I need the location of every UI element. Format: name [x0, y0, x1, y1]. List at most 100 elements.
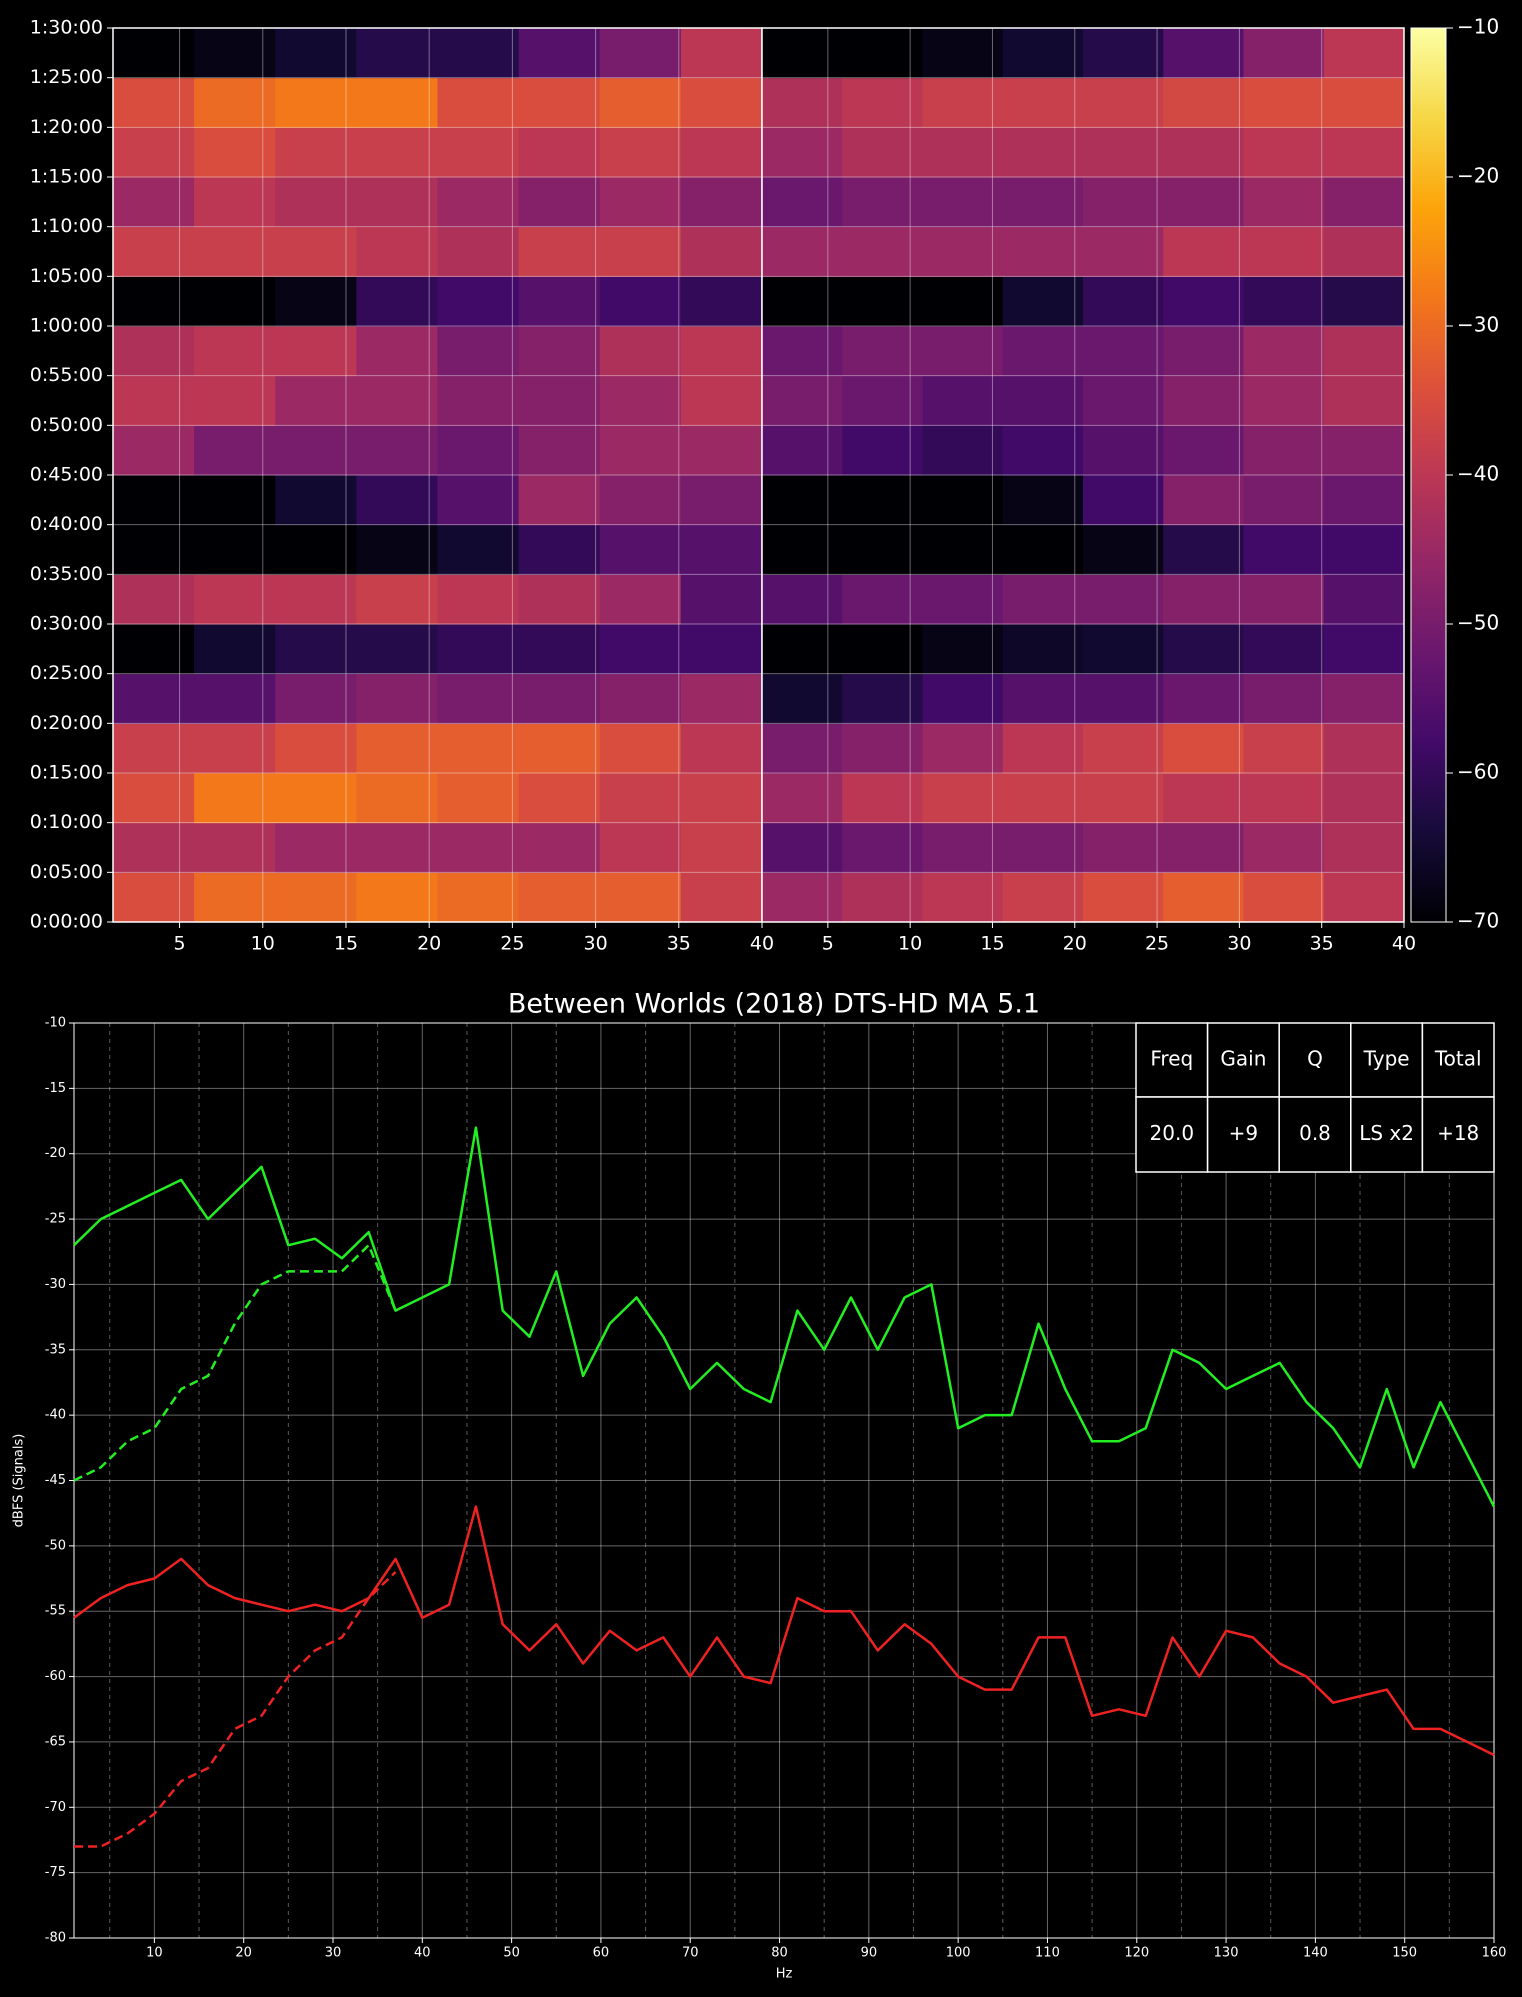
x-tick-label: 60	[593, 1946, 610, 1961]
y-tick-label: -75	[45, 1865, 66, 1880]
heatmap-cell	[762, 77, 843, 128]
x-tick-label: 40	[1392, 933, 1416, 955]
heatmap-cell	[1002, 673, 1084, 724]
heatmap-cell	[518, 425, 601, 476]
x-tick-label: 30	[325, 1946, 342, 1961]
heatmap-cell	[1002, 375, 1084, 426]
x-tick-label: 70	[682, 1946, 699, 1961]
heatmap-cell	[922, 524, 1004, 575]
heatmap-cell	[1083, 524, 1164, 575]
heatmap-cell	[1002, 723, 1084, 774]
heatmap-cell	[194, 375, 276, 426]
table-value: +18	[1437, 1121, 1479, 1145]
heatmap-cell	[1083, 723, 1164, 774]
y-tick-label: 0:15:00	[30, 762, 103, 784]
colorbar-tick-label: −70	[1457, 909, 1499, 933]
heatmap-cell	[437, 822, 520, 873]
colorbar-tick-label: −50	[1457, 611, 1499, 635]
y-tick-label: 1:00:00	[30, 315, 103, 337]
x-tick-label: 150	[1392, 1946, 1417, 1961]
heatmap-cell	[437, 872, 520, 923]
heatmap-cell	[922, 723, 1004, 774]
heatmap-cell	[113, 326, 195, 377]
heatmap-cell	[275, 624, 357, 675]
heatmap-cell	[922, 77, 1004, 128]
heatmap-cell	[194, 177, 276, 228]
heatmap-cell	[1163, 872, 1244, 923]
heatmap-cell	[518, 723, 601, 774]
heatmap-cell	[680, 524, 763, 575]
heatmap-cell	[1243, 276, 1325, 327]
y-tick-label: 0:45:00	[30, 464, 103, 486]
heatmap-cell	[275, 822, 357, 873]
x-tick-label: 30	[583, 933, 607, 955]
heatmap-cell	[1163, 226, 1244, 277]
heatmap-cell	[1163, 77, 1244, 128]
heatmap-cell	[113, 773, 195, 824]
heatmap-cell	[762, 326, 843, 377]
heatmap-cell	[842, 177, 923, 228]
x-tick-label: 160	[1482, 1946, 1507, 1961]
heatmap-cell	[194, 425, 276, 476]
heatmap-cell	[599, 574, 682, 625]
heatmap-cell	[1083, 276, 1164, 327]
heatmap-cell	[1243, 574, 1325, 625]
heatmap-cell	[113, 276, 195, 327]
heatmap-cell	[922, 127, 1004, 178]
heatmap-cell	[762, 574, 843, 625]
heatmap-cell	[762, 822, 843, 873]
heatmap-cell	[680, 326, 763, 377]
heatmap-cell	[1323, 524, 1405, 575]
heatmap-cell	[680, 872, 763, 923]
heatmap-cell	[1002, 77, 1084, 128]
heatmap-cell	[356, 673, 438, 724]
table-value: 20.0	[1150, 1121, 1195, 1145]
heatmap-cell	[762, 127, 843, 178]
heatmap-cell	[518, 773, 601, 824]
y-tick-label: -65	[45, 1734, 66, 1749]
heatmap-cell	[922, 177, 1004, 228]
heatmap-cell	[762, 773, 843, 824]
heatmap-cell	[1323, 723, 1405, 774]
y-tick-label: 0:20:00	[30, 712, 103, 734]
heatmap-cell	[922, 276, 1004, 327]
heatmap-cell	[113, 425, 195, 476]
heatmap-cell	[113, 723, 195, 774]
x-tick-label: 10	[898, 933, 922, 955]
heatmap-cell	[680, 276, 763, 327]
heatmap-cell	[599, 773, 682, 824]
heatmap-cell	[275, 723, 357, 774]
x-tick-label: 130	[1214, 1946, 1239, 1961]
panel-frame	[761, 27, 1405, 923]
heatmap-cell	[1243, 773, 1325, 824]
heatmap-cell	[1083, 28, 1164, 79]
heatmap-cell	[1163, 773, 1244, 824]
heatmap-cell	[356, 872, 438, 923]
table-cell	[1421, 1096, 1495, 1173]
heatmap-cell	[1083, 77, 1164, 128]
heatmap-cell	[518, 524, 601, 575]
heatmap-cell	[680, 77, 763, 128]
heatmap-cell	[437, 226, 520, 277]
x-tick-label: 10	[251, 933, 275, 955]
x-tick-label: 90	[861, 1946, 878, 1961]
heatmap-cell	[1323, 127, 1405, 178]
series-line	[73, 1505, 1495, 1757]
x-tick-label: 50	[503, 1946, 520, 1961]
heatmap-cell	[680, 574, 763, 625]
heatmap-cell	[194, 574, 276, 625]
heatmap-cell	[275, 425, 357, 476]
heatmap-cell	[1323, 574, 1405, 625]
heatmap-cell	[599, 872, 682, 923]
table-cell	[1206, 1096, 1280, 1173]
heatmap-cell	[1083, 822, 1164, 873]
y-tick-label: -25	[45, 1212, 66, 1227]
y-tick-label: 0:05:00	[30, 861, 103, 883]
x-tick-label: 5	[822, 933, 834, 955]
heatmap-cell	[842, 276, 923, 327]
heatmap-cell	[113, 77, 195, 128]
heatmap-cell	[1323, 822, 1405, 873]
heatmap-panel	[762, 28, 1405, 923]
heatmap-cell	[1163, 326, 1244, 377]
